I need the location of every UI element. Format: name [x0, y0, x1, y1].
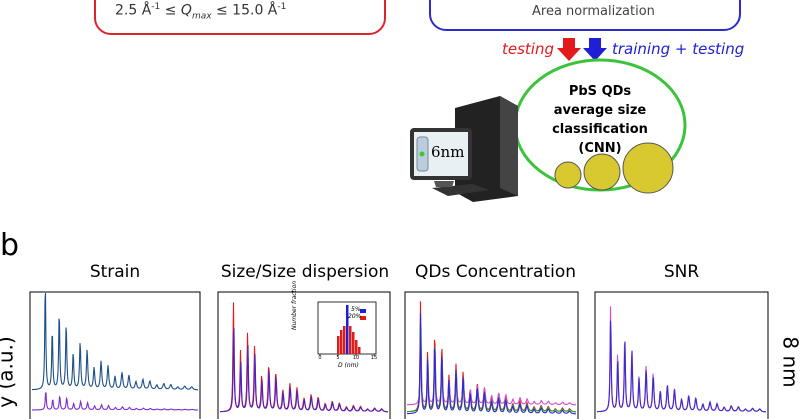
qmax-box — [94, 0, 386, 35]
normalization-text: Area normalization — [532, 4, 655, 19]
spectrum — [220, 328, 388, 413]
testing-arrow — [557, 38, 581, 61]
cnn-text: PbS QDs average size classification (CNN… — [520, 82, 680, 158]
formula-part: -1 — [277, 2, 287, 12]
training-arrow — [583, 38, 607, 61]
spectrum — [597, 306, 766, 413]
size-label: 8 nm — [778, 336, 800, 388]
qmax-text: 2.5 Å-1 ≤ Qmax ≤ 15.0 Å-1 — [115, 2, 286, 21]
formula-part: -1 — [151, 2, 161, 12]
formula-part: ≤ Q — [160, 2, 192, 19]
panel-frame — [29, 291, 201, 419]
inset-tick-label: 15 — [370, 355, 378, 361]
formula-part: max — [191, 11, 212, 22]
inset-x-label: D (nm) — [338, 362, 359, 369]
inset-tick-label: 10 — [352, 355, 360, 361]
panel-frame — [404, 291, 579, 419]
panel-title: Size/Size dispersion — [220, 262, 390, 282]
cnn-line: PbS QDs — [568, 84, 632, 99]
nanoparticles — [554, 142, 674, 194]
panel-frame — [217, 291, 391, 419]
spectrum — [32, 292, 198, 391]
spectrum — [596, 320, 766, 413]
spectrum — [407, 313, 576, 415]
y-axis-label: y (a.u.) — [0, 336, 18, 407]
inset-tick-label: 5 — [336, 355, 340, 361]
panel-title: Strain — [89, 262, 141, 282]
inset — [317, 301, 377, 356]
inset-legend: 5% — [351, 306, 361, 313]
spectrum — [407, 336, 576, 406]
cnn-line: classification — [552, 122, 648, 137]
panel-title: SNR — [663, 262, 700, 282]
training-label: training + testing — [612, 40, 745, 58]
panel-frame — [594, 291, 769, 419]
inset-tick-label: 0 — [318, 355, 322, 361]
inset-y-label: Number fraction — [291, 280, 298, 330]
panel-letter: b — [0, 228, 20, 263]
normalization-box — [429, 0, 741, 31]
formula-part: ≤ 15.0 Å — [211, 2, 278, 19]
monitor-text: 6nm — [431, 143, 465, 161]
formula-part: 2.5 Å — [115, 2, 152, 19]
computer — [410, 96, 518, 202]
cnn-line: (CNN) — [578, 141, 622, 156]
cnn-line: average size — [553, 103, 647, 118]
inset-legend: 20% — [348, 313, 362, 320]
testing-label: testing — [502, 40, 555, 58]
spectrum — [32, 392, 198, 411]
panel-title: QDs Concentration — [415, 262, 576, 282]
